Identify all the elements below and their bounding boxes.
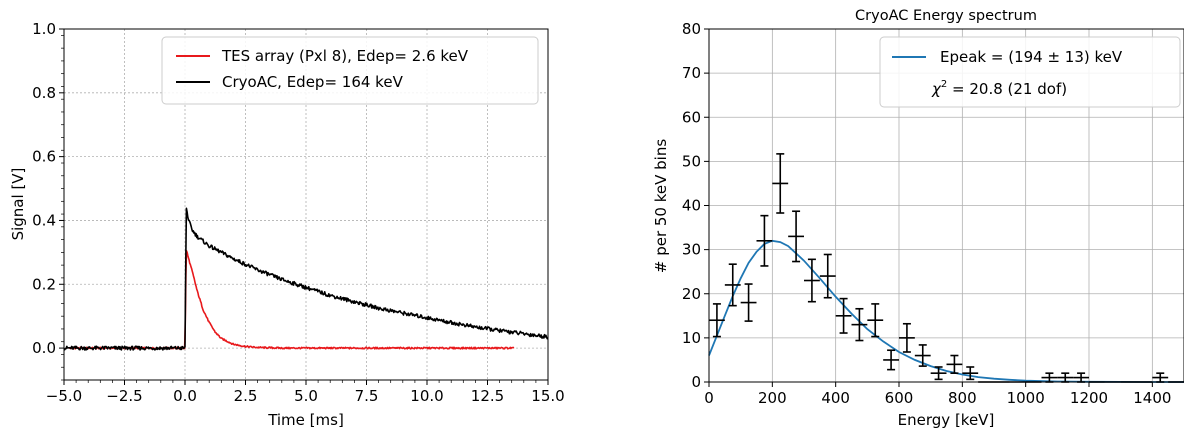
y-tick-label: 0.4 xyxy=(32,211,56,229)
x-tick-label: 15.0 xyxy=(531,387,564,405)
spectrum-data-point xyxy=(1152,372,1169,383)
x-tick-label: 400 xyxy=(821,389,850,407)
spectrum-data-point xyxy=(1073,372,1089,383)
spectrum-data-point xyxy=(772,153,789,214)
spectrum-data-point xyxy=(946,354,963,374)
x-tick-label: 1400 xyxy=(1133,389,1171,407)
spectrum-legend: Epeak = (194 ± 13) keV χ2 = 20.8 (21 dof… xyxy=(879,36,1181,108)
x-tick-label: 1000 xyxy=(1007,389,1045,407)
y-tick-label: 1.0 xyxy=(32,20,56,38)
signal-ticks: −5.0 −2.5 0.0 2.5 5.0 7.5 10.0 12.5 15.0 0.0 0.2 0.… xyxy=(32,20,565,405)
x-tick-label: 12.5 xyxy=(471,387,504,405)
tes-array-trace xyxy=(68,250,515,350)
spectrum-data-point xyxy=(851,307,868,342)
spectrum-y-axis-label: # per 50 keV bins xyxy=(652,139,670,273)
spectrum-data-point xyxy=(788,210,804,263)
spectrum-plot: CryoAC Energy spectrum 0 200 400 600 800 1000… xyxy=(652,8,1184,429)
y-tick-label: 20 xyxy=(682,285,701,303)
spectrum-series xyxy=(708,153,1184,383)
legend-cryoac-label: CryoAC, Edep= 164 keV xyxy=(222,73,404,91)
spectrum-data-point xyxy=(724,263,741,307)
spectrum-data-point xyxy=(804,258,820,303)
spectrum-data-point xyxy=(835,297,852,334)
fit-curve xyxy=(708,239,1184,383)
signal-x-axis-label: Time [ms] xyxy=(267,411,344,429)
spectrum-data-point xyxy=(962,366,979,381)
chi2-symbol: χ xyxy=(931,80,942,98)
x-tick-label: 200 xyxy=(758,389,787,407)
y-tick-label: 0.2 xyxy=(32,275,56,293)
x-tick-label: 1200 xyxy=(1070,389,1108,407)
chi2-value: = 20.8 (21 dof) xyxy=(947,80,1067,98)
x-tick-label: 2.5 xyxy=(234,387,258,405)
spectrum-data-point xyxy=(709,303,725,338)
spectrum-data-point xyxy=(914,344,931,367)
spectrum-data-point xyxy=(819,253,836,299)
y-tick-label: 60 xyxy=(682,108,701,126)
x-tick-label: 10.0 xyxy=(410,387,443,405)
spectrum-title: CryoAC Energy spectrum xyxy=(855,8,1037,24)
x-tick-label: 600 xyxy=(885,389,914,407)
signal-series xyxy=(63,207,549,351)
y-tick-label: 0.0 xyxy=(32,339,56,357)
x-tick-label: 7.5 xyxy=(355,387,379,405)
y-tick-label: 0.8 xyxy=(32,84,56,102)
legend-fit-label: Epeak = (194 ± 13) keV xyxy=(940,48,1123,66)
y-tick-label: 30 xyxy=(682,241,701,259)
spectrum-data-point xyxy=(867,303,884,338)
spectrum-data-point xyxy=(883,349,899,371)
y-tick-label: 0 xyxy=(691,373,701,391)
signal-legend-box xyxy=(161,36,539,105)
y-tick-label: 0.6 xyxy=(32,148,56,166)
x-tick-label: 800 xyxy=(948,389,977,407)
y-tick-label: 70 xyxy=(682,64,701,82)
spectrum-legend-box xyxy=(879,36,1181,108)
legend-tes-label: TES array (Pxl 8), Edep= 2.6 keV xyxy=(221,47,469,65)
y-tick-label: 10 xyxy=(682,329,701,347)
y-tick-label: 40 xyxy=(682,197,701,215)
signal-y-axis-label: Signal [V] xyxy=(9,168,27,241)
x-tick-label: 5.0 xyxy=(294,387,318,405)
spectrum-data-point xyxy=(899,322,915,353)
x-tick-label: 0 xyxy=(704,389,714,407)
spectrum-ticks: 0 200 400 600 800 1000 1200 1400 0 10 20 30 40 50 60 70… xyxy=(682,20,1172,407)
signal-plot: −5.0 −2.5 0.0 2.5 5.0 7.5 10.0 12.5 15.0 0.0 0.2 0.… xyxy=(9,20,565,429)
legend-chi2-label: χ2 = 20.8 (21 dof) xyxy=(931,79,1067,98)
x-tick-label: 0.0 xyxy=(173,387,197,405)
spectrum-data-point xyxy=(740,283,757,322)
cryoac-trace xyxy=(63,207,549,351)
x-tick-label: −2.5 xyxy=(106,387,142,405)
spectrum-data-point xyxy=(930,366,947,381)
x-tick-label: −5.0 xyxy=(46,387,82,405)
chi2-superscript: 2 xyxy=(941,79,947,90)
y-tick-label: 50 xyxy=(682,152,701,170)
spectrum-x-axis-label: Energy [keV] xyxy=(898,411,995,429)
spectrum-data-point xyxy=(756,214,773,267)
y-tick-label: 80 xyxy=(682,20,701,38)
signal-legend: TES array (Pxl 8), Edep= 2.6 keV CryoAC,… xyxy=(161,36,539,105)
